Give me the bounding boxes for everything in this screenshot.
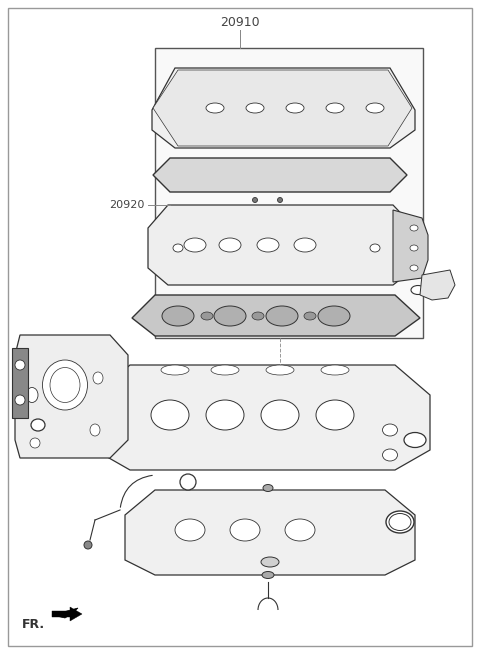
- Ellipse shape: [304, 312, 316, 320]
- Ellipse shape: [206, 103, 224, 113]
- Ellipse shape: [277, 198, 283, 203]
- Ellipse shape: [266, 306, 298, 326]
- Ellipse shape: [326, 103, 344, 113]
- Ellipse shape: [15, 360, 25, 370]
- Ellipse shape: [266, 365, 294, 375]
- Polygon shape: [393, 210, 428, 282]
- Ellipse shape: [84, 541, 92, 549]
- Text: 20920: 20920: [109, 200, 145, 210]
- Ellipse shape: [173, 244, 183, 252]
- Ellipse shape: [410, 265, 418, 271]
- Polygon shape: [132, 295, 420, 336]
- Ellipse shape: [162, 306, 194, 326]
- Text: 20910: 20910: [220, 16, 260, 29]
- Ellipse shape: [211, 365, 239, 375]
- Ellipse shape: [175, 519, 205, 541]
- Ellipse shape: [318, 306, 350, 326]
- Ellipse shape: [370, 244, 380, 252]
- Ellipse shape: [261, 557, 279, 567]
- Ellipse shape: [93, 372, 103, 384]
- Ellipse shape: [161, 365, 189, 375]
- Ellipse shape: [43, 360, 87, 410]
- Ellipse shape: [263, 485, 273, 492]
- Ellipse shape: [26, 388, 38, 402]
- Ellipse shape: [252, 312, 264, 320]
- Ellipse shape: [100, 422, 116, 438]
- Polygon shape: [153, 158, 407, 192]
- Ellipse shape: [30, 438, 40, 448]
- Polygon shape: [95, 365, 430, 470]
- FancyBboxPatch shape: [155, 48, 423, 338]
- Polygon shape: [15, 335, 128, 458]
- Ellipse shape: [31, 419, 45, 431]
- Ellipse shape: [230, 519, 260, 541]
- Ellipse shape: [257, 238, 279, 252]
- FancyBboxPatch shape: [8, 8, 472, 646]
- Ellipse shape: [206, 400, 244, 430]
- Polygon shape: [52, 607, 82, 621]
- Ellipse shape: [366, 103, 384, 113]
- Ellipse shape: [90, 424, 100, 436]
- Ellipse shape: [294, 238, 316, 252]
- Ellipse shape: [410, 225, 418, 231]
- Ellipse shape: [404, 432, 426, 447]
- Ellipse shape: [383, 424, 397, 436]
- Ellipse shape: [219, 238, 241, 252]
- Ellipse shape: [285, 519, 315, 541]
- Polygon shape: [420, 270, 455, 300]
- Ellipse shape: [410, 245, 418, 251]
- Ellipse shape: [386, 511, 414, 533]
- Polygon shape: [52, 608, 78, 618]
- Ellipse shape: [50, 368, 80, 402]
- Ellipse shape: [214, 306, 246, 326]
- Polygon shape: [148, 205, 415, 285]
- Polygon shape: [125, 490, 415, 575]
- Ellipse shape: [261, 400, 299, 430]
- Ellipse shape: [383, 449, 397, 461]
- Ellipse shape: [262, 572, 274, 579]
- Ellipse shape: [321, 365, 349, 375]
- Text: FR.: FR.: [22, 619, 45, 632]
- Ellipse shape: [316, 400, 354, 430]
- Ellipse shape: [15, 395, 25, 405]
- Polygon shape: [12, 348, 28, 418]
- Ellipse shape: [389, 513, 411, 530]
- Polygon shape: [153, 70, 412, 146]
- Ellipse shape: [246, 103, 264, 113]
- Ellipse shape: [411, 286, 425, 294]
- Ellipse shape: [184, 238, 206, 252]
- Ellipse shape: [201, 312, 213, 320]
- Ellipse shape: [151, 400, 189, 430]
- Ellipse shape: [252, 198, 257, 203]
- Ellipse shape: [180, 474, 196, 490]
- Ellipse shape: [286, 103, 304, 113]
- Polygon shape: [152, 68, 415, 148]
